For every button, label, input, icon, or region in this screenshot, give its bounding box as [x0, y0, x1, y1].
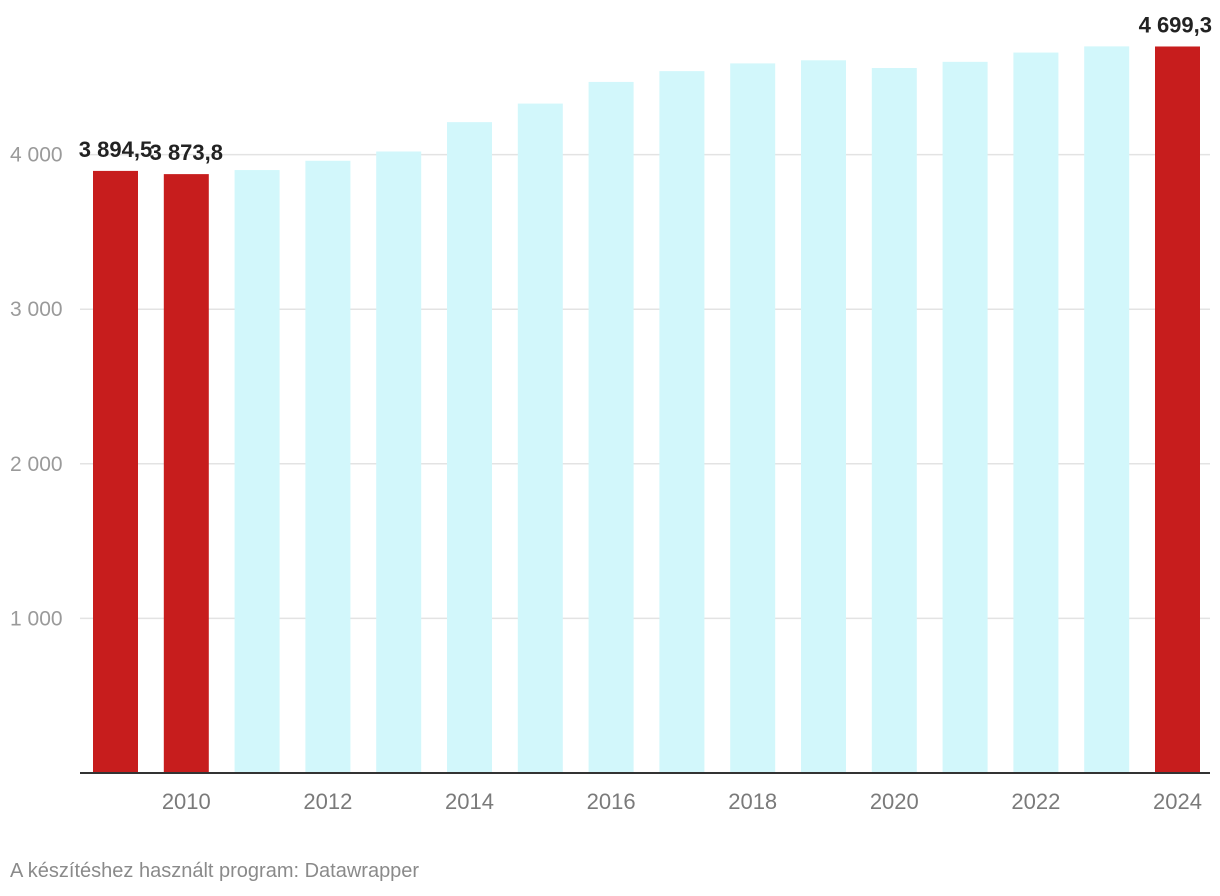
- chart-canvas: 1 000 2 000 3 000 4 000 3 894,53 873,8 4 699…: [10, 12, 1212, 814]
- bar-2021: [942, 61, 988, 773]
- bar-2010: [163, 174, 209, 773]
- bar-2012: [305, 160, 351, 773]
- data-label-2009: 3 894,5: [79, 137, 152, 162]
- bar-2020: [871, 68, 917, 774]
- data-label-2024: 4 699,3: [1139, 12, 1212, 37]
- bar-2017: [659, 71, 705, 774]
- bar-2024: [1155, 46, 1200, 773]
- bar-2009: [93, 170, 138, 774]
- bar-chart: 1 000 2 000 3 000 4 000 3 894,5 3 873,8 4 699…: [10, 12, 1212, 814]
- data-label-layer: 3 894,53 873,8 4 699,3: [79, 12, 1212, 165]
- y-tick-label: 1 000: [10, 607, 63, 630]
- bar-2023: [1084, 46, 1130, 773]
- y-tick-label: 4 000: [10, 144, 63, 167]
- x-tick-label-2018: 2018: [728, 789, 777, 814]
- bar-2022: [1013, 52, 1059, 773]
- x-axis: 2010 2012 2014 2016 2018 2020 2022 2024: [162, 789, 1202, 814]
- x-tick-label-2012: 2012: [303, 789, 352, 814]
- bar-2013: [376, 151, 422, 773]
- bar-2011: [234, 170, 280, 773]
- footer-credit: A készítéshez használt program: Datawrap…: [10, 860, 420, 882]
- bar-2019: [801, 60, 846, 773]
- y-tick-label: 2 000: [10, 453, 63, 476]
- x-tick-label-2020: 2020: [870, 789, 919, 814]
- x-tick-label-2022: 2022: [1011, 789, 1060, 814]
- x-tick-label-2010: 2010: [162, 789, 211, 814]
- bar-2015: [517, 103, 563, 773]
- data-label-2010: 3 873,8: [150, 140, 223, 165]
- y-tick-label: 3 000: [10, 298, 63, 321]
- x-tick-label-2016: 2016: [587, 789, 636, 814]
- bar-2014: [447, 122, 492, 773]
- bar-2018: [730, 63, 776, 774]
- bar-2016: [588, 81, 634, 774]
- bar-layer: [93, 46, 1200, 774]
- x-tick-label-2014: 2014: [445, 789, 494, 814]
- x-tick-label-2024: 2024: [1153, 789, 1202, 814]
